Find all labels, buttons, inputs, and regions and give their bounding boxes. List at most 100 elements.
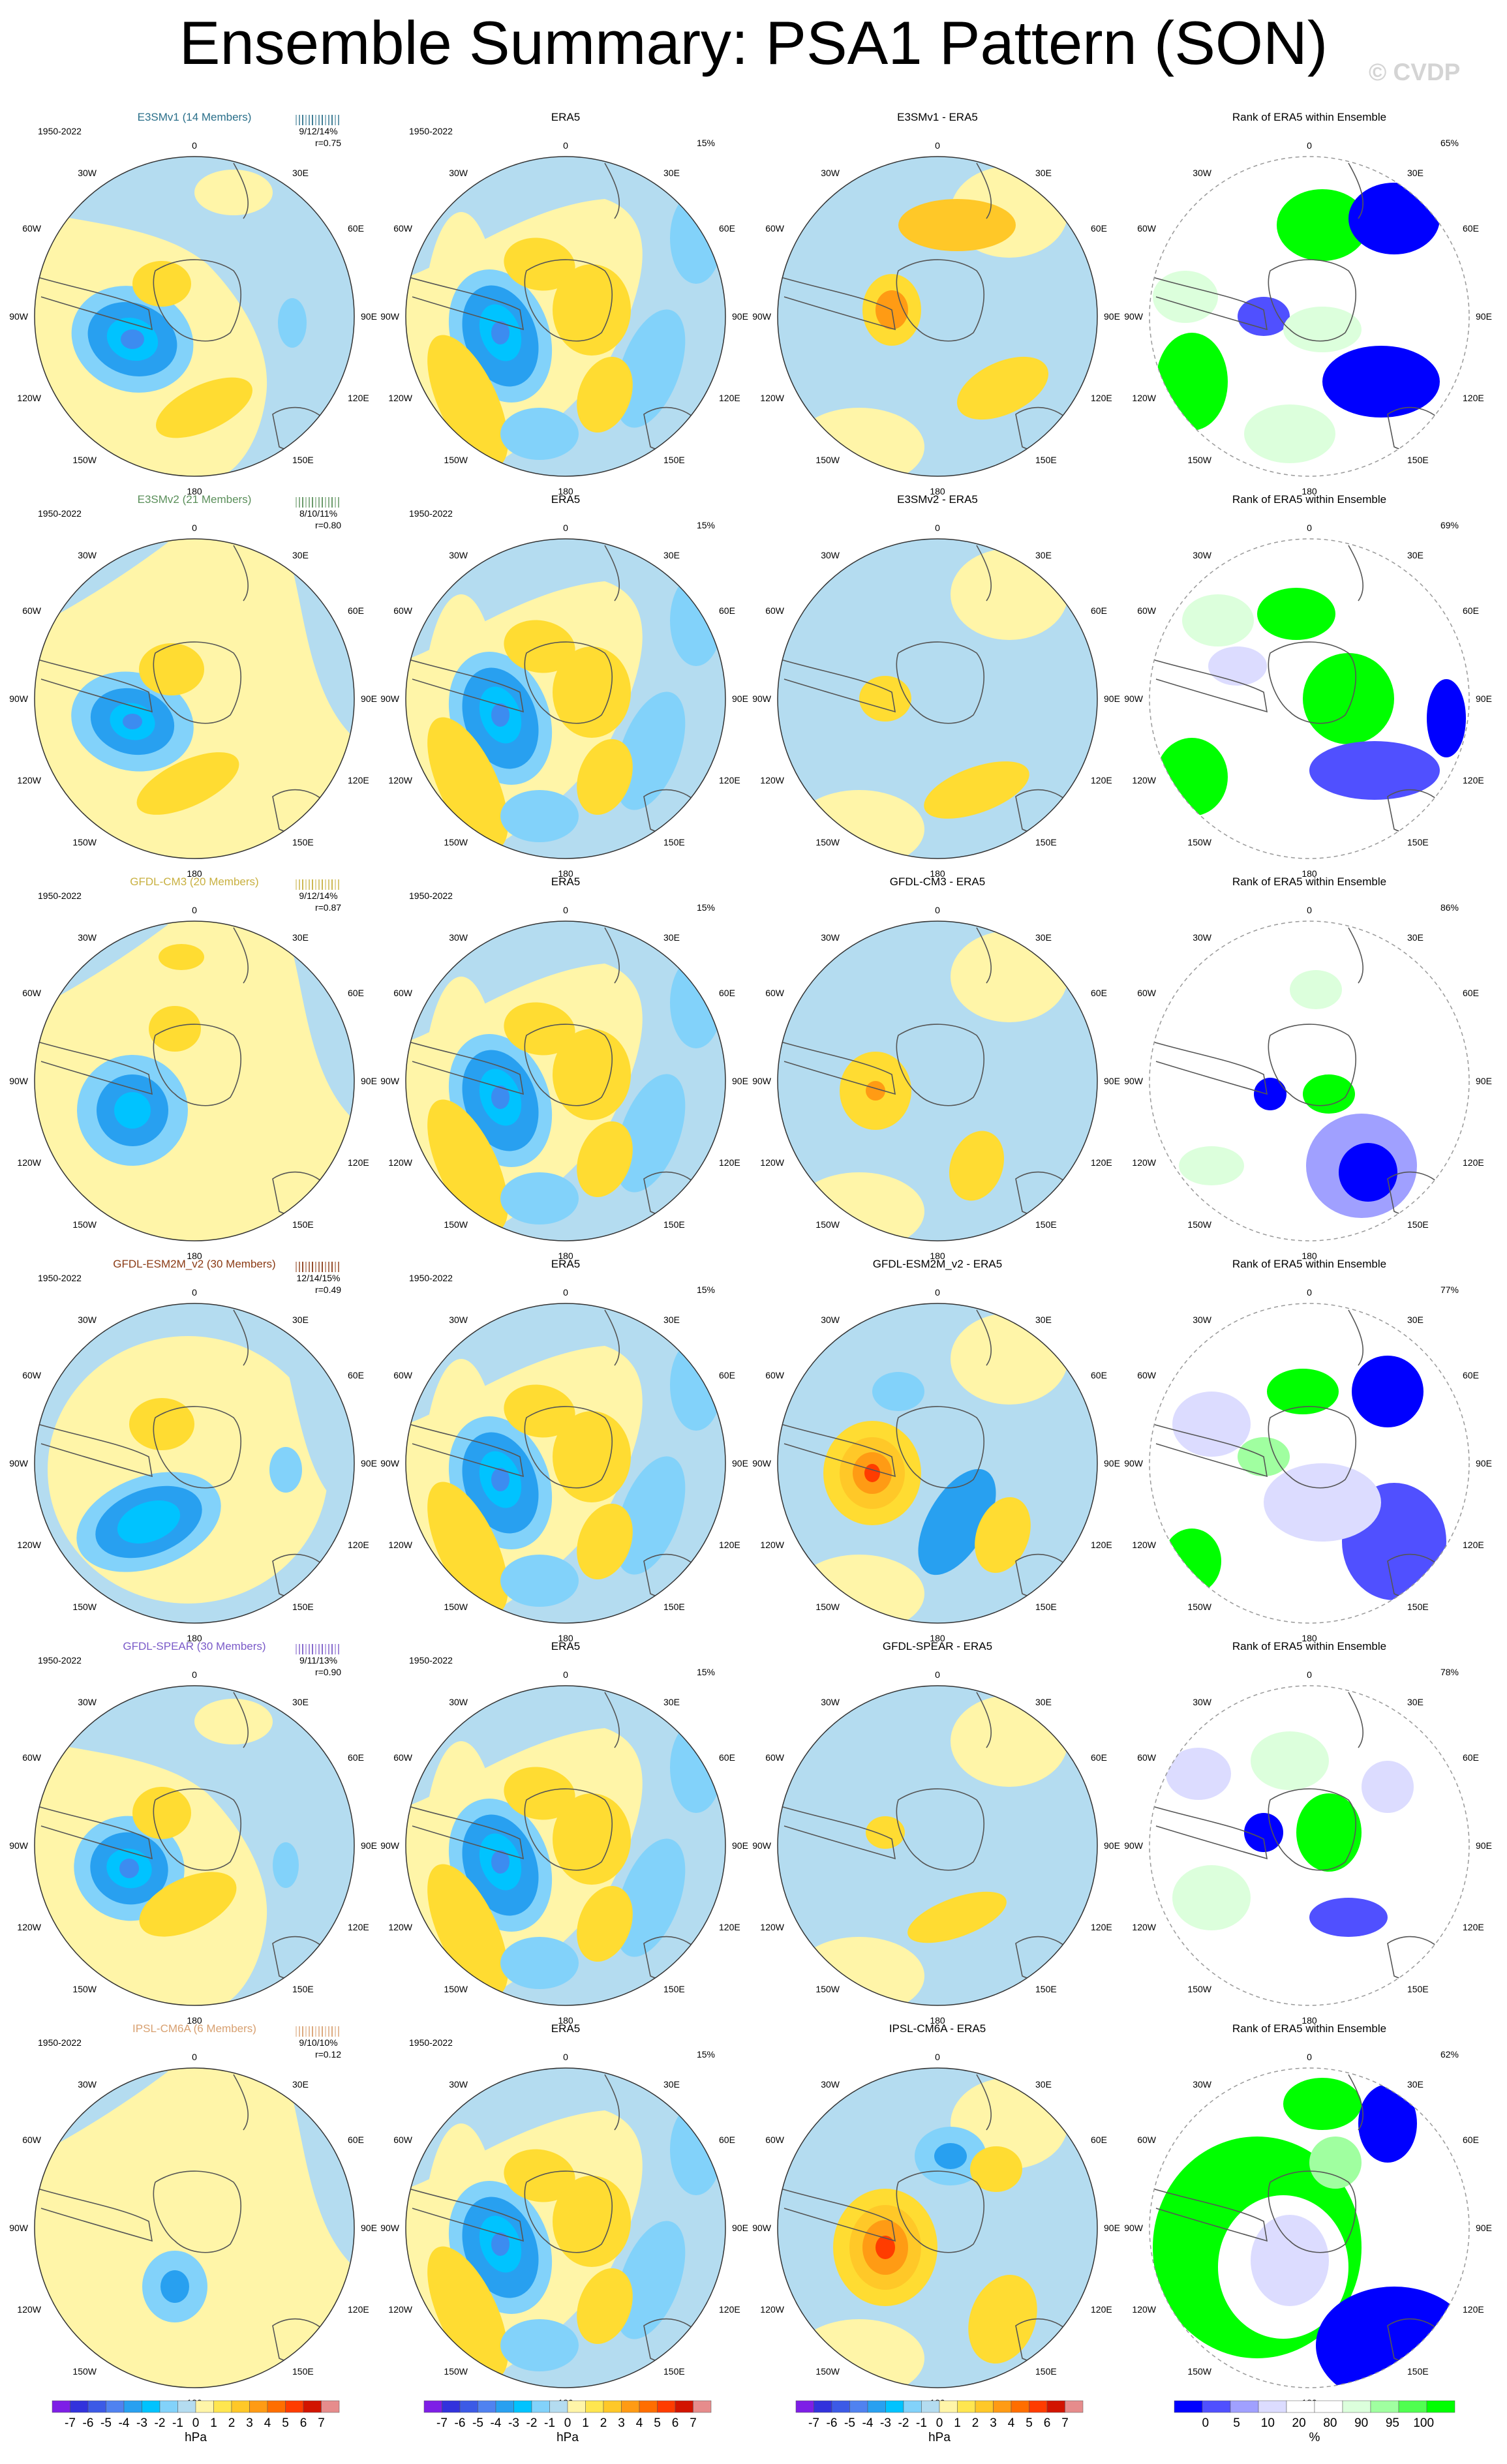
longitude-label-e3: 120E xyxy=(1463,1157,1484,1168)
map-boundary xyxy=(405,156,726,477)
difference-panel: 0 30W 30E 60W 60E 90W 90E 120W 120E 150W 150E 180 GF… xyxy=(752,1640,1120,2026)
longitude-label-w2: 90W xyxy=(752,2223,772,2233)
longitude-label-nw: 30W xyxy=(821,1315,840,1325)
pattern-stats: 9/11/13% xyxy=(299,1655,337,1665)
rank-pct: 86% xyxy=(1440,902,1459,913)
colorbar-swatch xyxy=(675,2400,693,2413)
positive-anomaly-contour xyxy=(553,646,631,738)
positive-anomaly-contour xyxy=(553,264,631,356)
longitude-label-e3: 120E xyxy=(719,775,740,785)
longitude-label-w3: 120W xyxy=(388,1540,412,1550)
longitude-label-se: 150E xyxy=(1407,837,1429,847)
member-spread-bar xyxy=(299,1262,300,1272)
negative-anomaly-contour xyxy=(934,2143,967,2169)
positive-anomaly-contour xyxy=(866,1816,905,1849)
longitude-label-w1: 60W xyxy=(22,223,42,234)
longitude-label-n: 0 xyxy=(563,140,568,151)
colorbar-tick-label: 6 xyxy=(672,2416,679,2430)
negative-anomaly-contour xyxy=(670,1722,722,1813)
longitude-label-w1: 60W xyxy=(765,605,785,616)
era5-pct: 15% xyxy=(697,2049,715,2060)
difference-panel: 0 30W 30E 60W 60E 90W 90E 120W 120E 150W 150E 180 E3… xyxy=(752,493,1120,879)
longitude-label-e1: 60E xyxy=(348,1370,364,1380)
pattern-correlation: r=0.49 xyxy=(315,1285,341,1295)
pattern-stats: 12/14/15% xyxy=(297,1273,341,1283)
longitude-label-ne: 30E xyxy=(1035,168,1052,178)
longitude-label-e3: 120E xyxy=(1463,1540,1484,1550)
longitude-label-s: 180 xyxy=(558,486,573,496)
longitude-label-e1: 60E xyxy=(719,988,735,998)
negative-anomaly-contour xyxy=(121,329,144,349)
background-positive xyxy=(35,2068,354,2388)
map-fill xyxy=(1149,539,1469,859)
longitude-label-n: 0 xyxy=(563,2052,568,2062)
member-spread-bar xyxy=(331,2026,333,2037)
colorbar-tick-label: -3 xyxy=(508,2416,519,2430)
longitude-label-w3: 120W xyxy=(388,2304,412,2315)
positive-anomaly-contour xyxy=(924,761,1029,819)
rank-panel: 0 30W 30E 60W 60E 90W 90E 120W 120E 150W 150E 180 Ra… xyxy=(1124,111,1492,496)
longitude-label-e3: 120E xyxy=(1091,2304,1112,2315)
longitude-label-nw: 30W xyxy=(1193,932,1212,943)
rank-percentile-region xyxy=(1322,346,1440,418)
map-boundary xyxy=(777,1303,1098,1624)
longitude-label-w3: 120W xyxy=(1132,1157,1156,1168)
longitude-label-s: 180 xyxy=(187,1633,202,1643)
longitude-label-s: 180 xyxy=(1302,1633,1317,1643)
colorbar-hpa-difference: -7 -6 -5 -4 -3 -2 -1 0 1 2 3 4 5 6 7 hPa xyxy=(795,2400,1084,2444)
positive-anomaly-contour xyxy=(427,335,508,468)
member-spread-bar xyxy=(312,115,313,125)
longitude-label-w2: 90W xyxy=(380,311,400,322)
rank-percentile-region xyxy=(1362,1761,1414,1813)
south-america-coastline xyxy=(37,1423,153,1478)
longitude-label-e3: 120E xyxy=(348,1540,369,1550)
rank-percentile-region xyxy=(1238,297,1290,336)
longitude-label-e2: 90E xyxy=(361,311,377,322)
background-positive xyxy=(951,1696,1068,1787)
antarctica-coastline xyxy=(896,1788,984,1871)
longitude-label-e2: 90E xyxy=(1104,693,1120,704)
map-fill xyxy=(778,921,1097,1241)
longitude-label-e2: 90E xyxy=(1476,1458,1492,1468)
member-spread-bar xyxy=(331,115,333,125)
colorbar-tick-label: -3 xyxy=(880,2416,891,2430)
longitude-label-e1: 60E xyxy=(1463,988,1479,998)
model-pattern-panel: 0 30W 30E 60W 60E 90W 90E 120W 120E 150W 150E 180 GF… xyxy=(9,1258,377,1643)
positive-anomaly-contour xyxy=(577,1503,633,1580)
positive-anomaly-contour xyxy=(427,2246,508,2379)
difference-panel: 030W30E60W60E90W90E120W120E150W150E180IP… xyxy=(752,2022,1120,2408)
background-neutral xyxy=(1149,921,1469,1241)
longitude-label-n: 0 xyxy=(192,2052,197,2062)
longitude-label-w3: 120W xyxy=(17,2304,41,2315)
south-america-coastline xyxy=(780,1423,896,1478)
member-spread-bar xyxy=(296,1644,297,1654)
longitude-label-w2: 90W xyxy=(380,1076,400,1086)
colorbar-swatch xyxy=(231,2400,250,2413)
colorbar-swatch xyxy=(1370,2400,1399,2413)
member-spread-bar xyxy=(328,2026,329,2037)
positive-anomaly-contour xyxy=(553,1793,631,1885)
colorbar-swatch xyxy=(1258,2400,1287,2413)
longitude-label-w1: 60W xyxy=(22,1370,42,1380)
map-fill xyxy=(778,2068,1097,2388)
longitude-label-sw: 150W xyxy=(444,1984,468,1994)
south-america-coastline xyxy=(37,277,153,331)
era5-pct: 15% xyxy=(697,138,715,148)
map-fill xyxy=(35,539,354,859)
colorbar-tick-label: 0 xyxy=(1202,2416,1209,2430)
member-spread-bar xyxy=(305,879,307,890)
rank-title: Rank of ERA5 within Ensemble xyxy=(1232,1640,1386,1652)
colorbar-tick-label: 7 xyxy=(1061,2416,1069,2430)
era5-pct: 15% xyxy=(697,1667,715,1677)
member-spread-bar xyxy=(305,497,307,508)
member-spread-bar xyxy=(315,2026,316,2037)
antarctica-coastline xyxy=(896,2170,984,2253)
pattern-correlation: r=0.12 xyxy=(315,2049,341,2060)
model-pattern-panel: 0 30W 30E 60W 60E 90W 90E 120W 120E 150W 150E 180 E3… xyxy=(9,493,377,879)
colorbar-tick-label: 1 xyxy=(582,2416,589,2430)
colorbar-tick-label: 100 xyxy=(1413,2416,1434,2430)
rank-percentile-region xyxy=(1309,741,1440,800)
longitude-label-e3: 120E xyxy=(348,1157,369,1168)
colorbar-swatch xyxy=(70,2400,89,2413)
colorbar-swatch xyxy=(567,2400,586,2413)
